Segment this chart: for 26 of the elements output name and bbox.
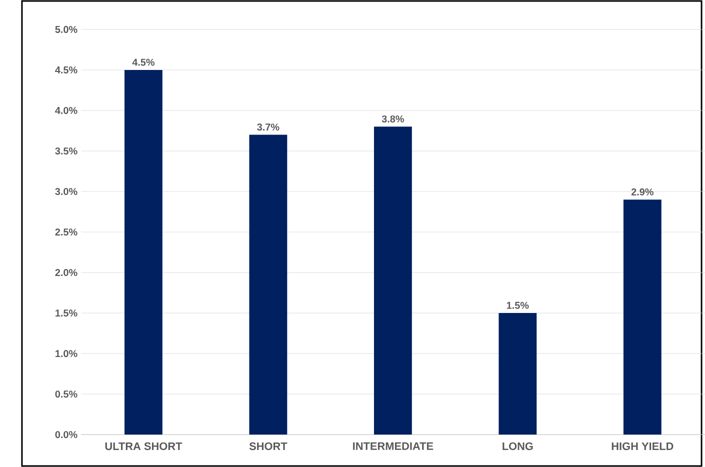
data-label: 1.5% [506, 302, 529, 309]
y-tick-label: 0.0% [55, 431, 78, 438]
y-tick-label: 2.0% [55, 269, 78, 276]
x-tick-label: INTERMEDIATE [353, 442, 434, 450]
x-tick-label: LONG [502, 442, 533, 450]
x-tick-label: SHORT [249, 442, 288, 450]
bar [124, 70, 162, 435]
data-label: 2.9% [631, 188, 654, 196]
bar [498, 313, 537, 435]
y-tick-label: 4.5% [55, 66, 78, 74]
bar [623, 200, 662, 435]
y-tick-label: 1.0% [56, 350, 78, 358]
y-tick-label: 0.5% [55, 390, 78, 398]
data-label: 3.7% [257, 124, 280, 131]
y-tick-label: 1.5% [56, 310, 78, 317]
bar [249, 134, 288, 435]
bar [374, 126, 412, 435]
x-tick-label: ULTRA SHORT [105, 442, 182, 450]
y-tick-label: 2.5% [55, 228, 78, 236]
y-tick-label: 4.0% [55, 106, 78, 114]
data-label: 3.8% [382, 115, 404, 122]
data-label: 4.5% [132, 58, 155, 66]
x-tick-label: HIGH YIELD [612, 442, 674, 450]
y-tick-label: 3.0% [55, 188, 78, 196]
y-tick-label: 5.0% [55, 26, 78, 33]
y-tick-label: 3.5% [55, 147, 78, 155]
